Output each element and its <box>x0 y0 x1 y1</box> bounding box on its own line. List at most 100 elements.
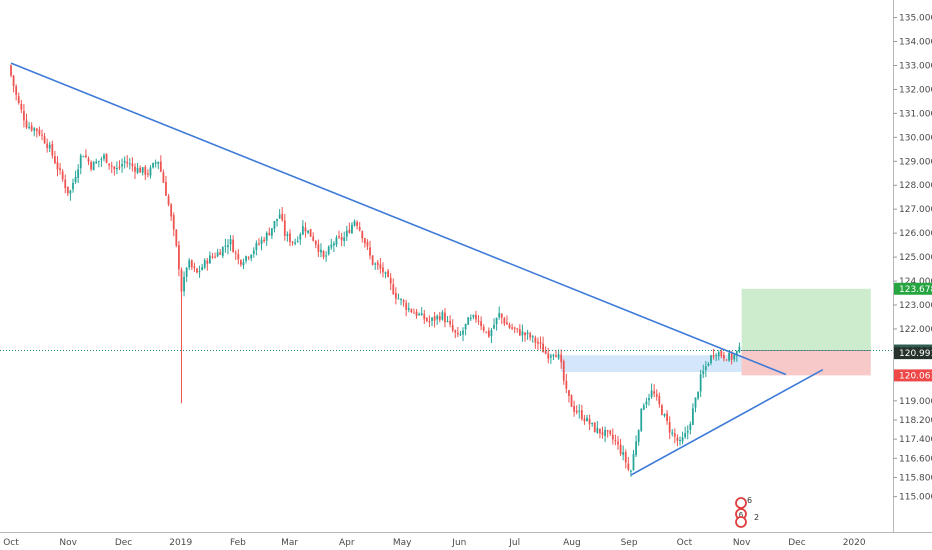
candle-body <box>583 418 586 421</box>
candle-body <box>441 312 444 320</box>
candle-body <box>281 213 284 221</box>
candle-body <box>61 171 64 180</box>
candle-body <box>286 234 289 237</box>
candle-body <box>211 256 214 258</box>
event-icon[interactable] <box>735 516 747 528</box>
candle-body <box>539 342 542 344</box>
event-icon[interactable] <box>735 497 747 509</box>
candle-body <box>28 127 30 129</box>
candle-body <box>578 410 581 412</box>
candle-body <box>524 332 526 336</box>
candle-body <box>105 153 108 163</box>
candle-body <box>617 441 619 445</box>
candle-body <box>203 260 206 268</box>
price-tag <box>894 347 932 360</box>
candle-body <box>66 186 69 194</box>
candle-body <box>351 224 353 234</box>
candle-body <box>185 267 188 277</box>
time-axis[interactable]: Oct Nov Dec 2019 Feb Mar Apr May Jun Jul Aug Sep Oct… <box>3 538 866 548</box>
candle-body <box>511 327 514 329</box>
candle-body <box>601 432 604 435</box>
candle-body <box>534 337 537 343</box>
candle-body <box>54 156 56 164</box>
price-tick-label: 134.000 <box>899 38 932 48</box>
candle-body <box>180 269 183 292</box>
candle-body <box>676 437 679 441</box>
candle-body <box>242 262 245 266</box>
candle-body <box>382 267 384 273</box>
price-tick-label: 119.000 <box>899 397 932 407</box>
candle-body <box>343 237 346 241</box>
candle-body <box>56 162 59 170</box>
candle-body <box>121 163 123 167</box>
candle-body <box>661 405 663 415</box>
candle-body <box>692 408 694 425</box>
candle-body <box>568 390 570 396</box>
candle-body <box>237 254 240 260</box>
candle-body <box>108 163 111 166</box>
candle-body <box>575 410 578 413</box>
price-tick-label: 126.000 <box>899 229 932 239</box>
candle-body <box>614 440 617 442</box>
candle-body <box>733 354 736 360</box>
candle-body <box>157 161 160 164</box>
candle-body <box>508 324 511 328</box>
candle-body <box>699 374 702 392</box>
candle-body <box>110 165 113 167</box>
price-tick-label: 116.600 <box>899 454 932 464</box>
candle-body <box>294 242 297 244</box>
candle-body <box>599 428 601 434</box>
candle-body <box>464 323 467 330</box>
candle-body <box>658 395 661 405</box>
candle-body <box>544 351 547 354</box>
candle-body <box>229 239 232 245</box>
candle-body <box>490 329 493 336</box>
candle-body <box>619 444 622 454</box>
candle-body <box>420 313 423 316</box>
candle-body <box>673 433 676 437</box>
time-tick-label: Oct <box>3 538 19 548</box>
candle-body <box>214 256 216 258</box>
candle-body <box>604 429 606 436</box>
candle-body <box>735 350 738 356</box>
events-marker[interactable]: 6 6 2 <box>735 496 759 528</box>
candle-body <box>456 332 459 335</box>
price-tag-label: 120.061 <box>899 371 932 381</box>
candle-body <box>183 277 185 292</box>
candle-body <box>17 96 20 103</box>
candle-body <box>513 327 516 329</box>
candle-body <box>232 239 235 253</box>
candle-body <box>38 129 41 135</box>
candle-body <box>64 179 67 188</box>
candle-body <box>622 452 625 455</box>
time-tick-label: Apr <box>339 538 355 548</box>
price-tick-label: 115.000 <box>899 493 932 503</box>
candle-body <box>322 250 325 258</box>
price-tick-label: 133.000 <box>899 61 932 71</box>
candle-body <box>136 167 139 173</box>
time-tick-label: 2020 <box>843 538 866 548</box>
candle-body <box>188 260 191 268</box>
candle-body <box>12 75 15 87</box>
time-tick-label: Nov <box>59 538 77 548</box>
candle-body <box>710 355 712 363</box>
trend-lines[interactable] <box>0 62 893 476</box>
candle-body <box>467 317 470 325</box>
time-tick-label: Mar <box>281 538 298 548</box>
candle-body <box>433 316 436 321</box>
price-tag-label: 120.991 <box>899 349 932 359</box>
candle-body <box>198 271 201 273</box>
price-axis[interactable]: 135.000 134.000 133.000 132.000 131.000 130.0… <box>893 14 932 503</box>
candle-body <box>472 315 475 318</box>
time-tick-label: Dec <box>115 538 132 548</box>
candle-body <box>77 169 80 179</box>
candle-body <box>332 243 335 246</box>
candle-body <box>400 299 402 301</box>
candle-body <box>268 232 271 236</box>
candle-body <box>149 167 152 176</box>
candle-body <box>560 354 563 363</box>
candle-body <box>671 432 674 434</box>
candle-body <box>642 405 645 410</box>
candle-body <box>503 318 506 324</box>
